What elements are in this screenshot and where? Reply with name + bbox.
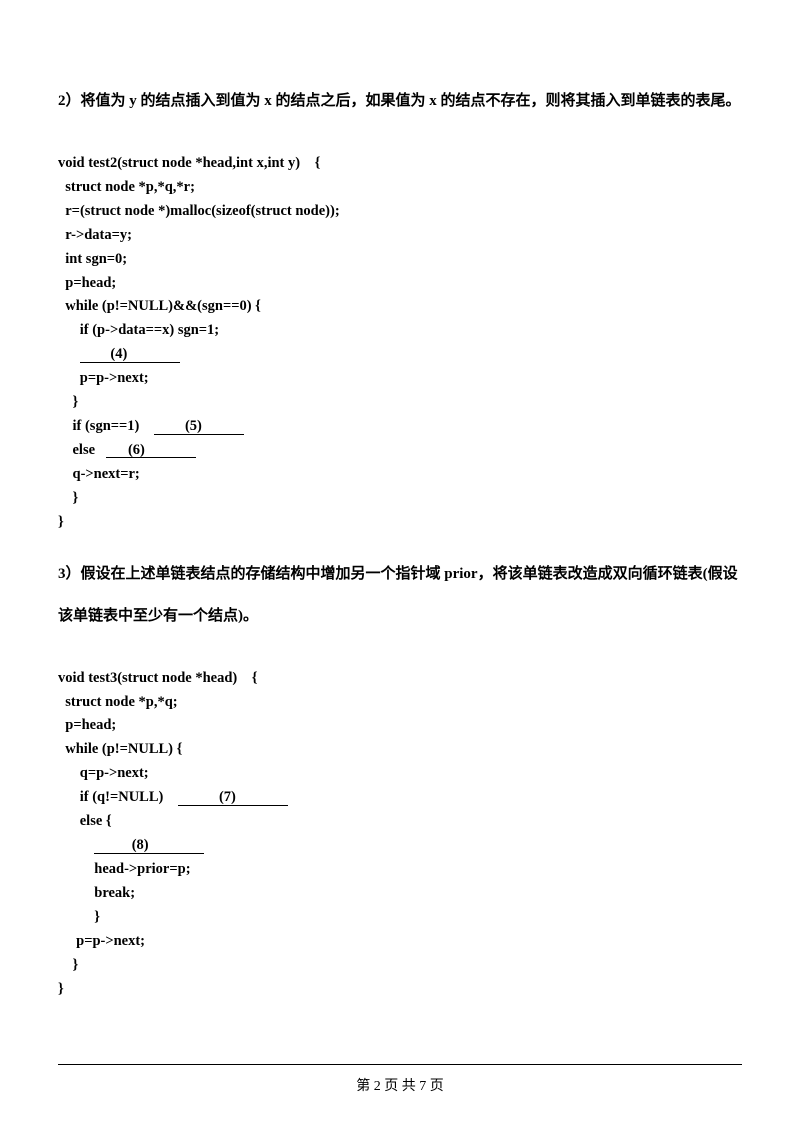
code-line: q=p->next; — [58, 765, 149, 781]
code-line: } — [58, 909, 100, 925]
blank-5: (5) — [154, 419, 244, 435]
code-line: if (sgn==1) — [58, 418, 154, 434]
page-content: 2）将值为 y 的结点插入到值为 x 的结点之后，如果值为 x 的结点不存在，则… — [0, 0, 800, 1002]
code-line: int sgn=0; — [58, 251, 127, 267]
footer-divider — [58, 1064, 742, 1065]
page-footer: 第 2 页 共 7 页 — [0, 1064, 800, 1095]
blank-4-label: (4) — [110, 346, 127, 362]
code-line: p=head; — [58, 717, 116, 733]
code-line: else { — [58, 813, 112, 829]
code-line: } — [58, 394, 78, 410]
code-line: p=p->next; — [58, 933, 145, 949]
code-line: } — [58, 490, 78, 506]
code-line: r->data=y; — [58, 227, 132, 243]
blank-4: (4) — [80, 347, 180, 363]
question-2-heading: 2）将值为 y 的结点插入到值为 x 的结点之后，如果值为 x 的结点不存在，则… — [58, 80, 742, 122]
code-line: p=p->next; — [58, 370, 149, 386]
page-number: 第 2 页 共 7 页 — [356, 1079, 444, 1094]
blank-8: (8) — [94, 838, 204, 854]
code-block-3: void test3(struct node *head) { struct n… — [58, 643, 742, 1002]
code-line: } — [58, 981, 64, 997]
question-3-heading: 3）假设在上述单链表结点的存储结构中增加另一个指针域 prior，将该单链表改造… — [58, 553, 742, 637]
code-block-2: void test2(struct node *head,int x,int y… — [58, 128, 742, 535]
code-line: struct node *p,*q,*r; — [58, 179, 195, 195]
code-line: p=head; — [58, 275, 116, 291]
code-line: void test3(struct node *head) { — [58, 670, 257, 686]
code-line: while (p!=NULL) { — [58, 741, 182, 757]
code-line: head->prior=p; — [58, 861, 191, 877]
code-line: struct node *p,*q; — [58, 694, 178, 710]
blank-8-label: (8) — [132, 837, 149, 853]
code-line: } — [58, 957, 78, 973]
code-line: if (q!=NULL) — [58, 789, 178, 805]
code-line: break; — [58, 885, 135, 901]
blank-6-label: (6) — [128, 442, 145, 458]
blank-7-label: (7) — [219, 789, 236, 805]
blank-7: (7) — [178, 790, 288, 806]
code-line: else — [58, 442, 106, 458]
code-line: if (p->data==x) sgn=1; — [58, 322, 219, 338]
blank-5-label: (5) — [185, 418, 202, 434]
code-line: } — [58, 514, 64, 530]
code-line: r=(struct node *)malloc(sizeof(struct no… — [58, 203, 340, 219]
code-line: q->next=r; — [58, 466, 140, 482]
code-line: void test2(struct node *head,int x,int y… — [58, 155, 320, 171]
blank-6: (6) — [106, 443, 196, 459]
section-gap — [58, 535, 742, 553]
code-line: while (p!=NULL)&&(sgn==0) { — [58, 298, 261, 314]
